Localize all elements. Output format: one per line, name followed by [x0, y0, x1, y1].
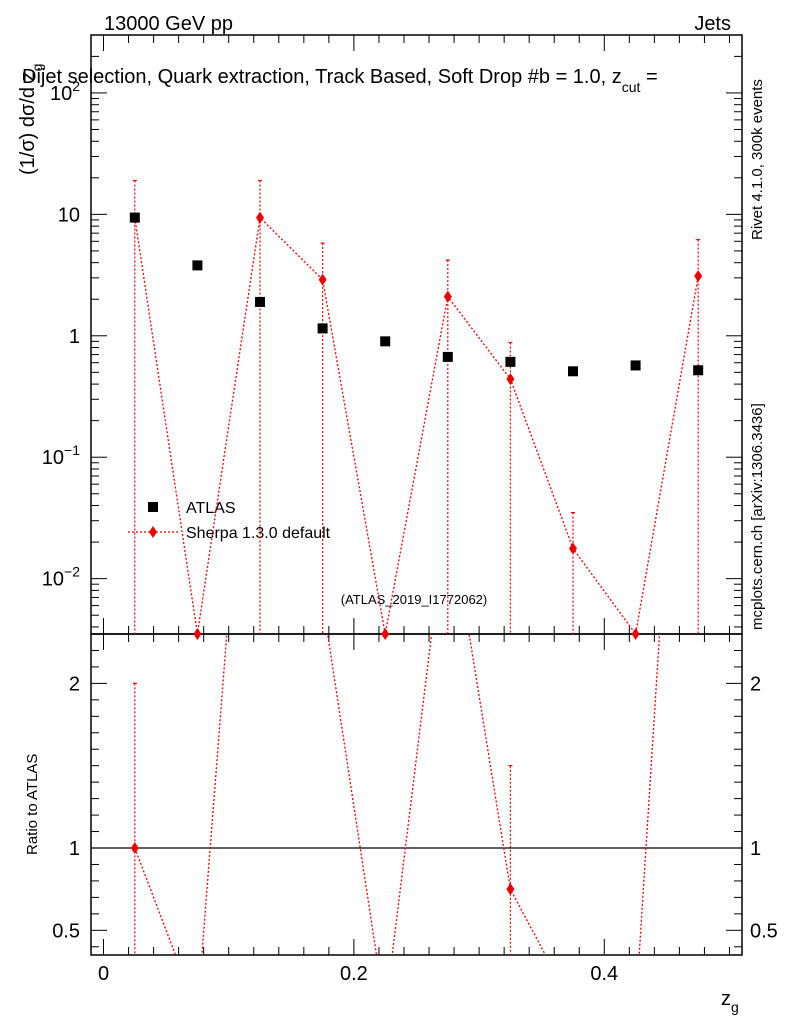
process-label: Jets [694, 13, 731, 35]
plot-title-tail: = [640, 66, 657, 88]
main-y-tick-label-exp: −2 [64, 564, 80, 580]
plot-title: Dijet selection, Quark extraction, Track… [22, 66, 658, 95]
ratio-data-layer [130, 634, 661, 955]
atlas-point [505, 356, 516, 367]
main-y-tick-label-exp: −1 [64, 442, 80, 458]
ratio-y-tick-label-right: 2 [750, 673, 761, 695]
atlas-point [129, 212, 140, 223]
main-y-axis-label-sub: g [29, 64, 45, 72]
sherpa-point [568, 542, 577, 555]
main-y-tick-label: 1 [69, 326, 80, 348]
sherpa-point [318, 273, 327, 286]
main-y-tick-label: 10−1 [42, 442, 80, 469]
x-axis-label: zg [721, 988, 739, 1015]
sherpa-point [506, 373, 515, 386]
energy-label: 13000 GeV pp [104, 13, 233, 35]
main-y-tick-label-exp: 2 [72, 78, 80, 94]
legend-atlas-label: ATLAS [186, 500, 236, 517]
sherpa-point [381, 628, 390, 640]
atlas-point [442, 351, 453, 362]
sherpa-point [631, 628, 640, 640]
sherpa-point [256, 211, 265, 224]
atlas-point [380, 336, 391, 347]
ratio-y-tick-label: 2 [69, 673, 80, 695]
ratio-point [130, 842, 139, 854]
sherpa-line [134, 216, 699, 636]
mcplots-label: mcplots.cern.ch [arXiv:1306.3436] [749, 403, 766, 630]
ratio-line [134, 634, 661, 955]
legend-sherpa-marker [149, 526, 157, 538]
main-y-tick-label-base: 10 [50, 83, 72, 105]
main-y-tick-label-base: 10 [42, 569, 64, 591]
ratio-panel-frame [90, 633, 743, 956]
plot-title-sub: cut [622, 79, 641, 95]
main-y-tick-label: 10 [58, 204, 80, 226]
legend-sherpa-label: Sherpa 1.3.0 default [186, 525, 331, 542]
main-y-axis-label-main: (1/σ) dσ/d z [17, 71, 39, 175]
x-axis-label-sub: g [731, 999, 739, 1015]
ratio-y-tick-label-right: 0.5 [750, 920, 778, 942]
plot-title-main: Dijet selection, Quark extraction, Track… [22, 66, 622, 88]
atlas-point [192, 260, 203, 271]
atlas-point [317, 323, 328, 334]
ratio-y-tick-label: 1 [69, 838, 80, 860]
atlas-point [567, 366, 578, 377]
ratio-y-tick-label: 0.5 [52, 920, 80, 942]
sherpa-point [193, 628, 202, 640]
atlas-point [693, 365, 704, 376]
sherpa-point [694, 270, 703, 283]
atlas-point [630, 360, 641, 371]
ratio-point [506, 883, 515, 896]
main-data-layer [129, 179, 704, 640]
ratio-y-axis-label: Ratio to ATLAS [24, 754, 41, 855]
legend-atlas-marker [148, 502, 158, 512]
main-y-tick-label: 102 [50, 78, 80, 105]
x-tick-label: 0.4 [590, 963, 618, 985]
ratio-series-group [130, 634, 661, 955]
main-y-tick-label: 10−2 [42, 564, 80, 591]
rivet-label: Rivet 4.1.0, 300k events [749, 79, 766, 240]
analysis-watermark: (ATLAS_2019_I1772062) [341, 592, 487, 607]
main-panel-frame [90, 34, 743, 635]
main-y-axis-label: (1/σ) dσ/d zg [17, 64, 45, 175]
x-tick-label: 0.2 [340, 963, 368, 985]
atlas-point [255, 296, 266, 307]
ratio-y-tick-label-right: 1 [750, 838, 761, 860]
sherpa-point [443, 290, 452, 303]
legend: ATLAS Sherpa 1.3.0 default [128, 500, 331, 542]
main-y-tick-label-base: 10 [42, 447, 64, 469]
x-tick-label: 0 [98, 963, 109, 985]
x-axis-label-main: z [721, 988, 731, 1010]
